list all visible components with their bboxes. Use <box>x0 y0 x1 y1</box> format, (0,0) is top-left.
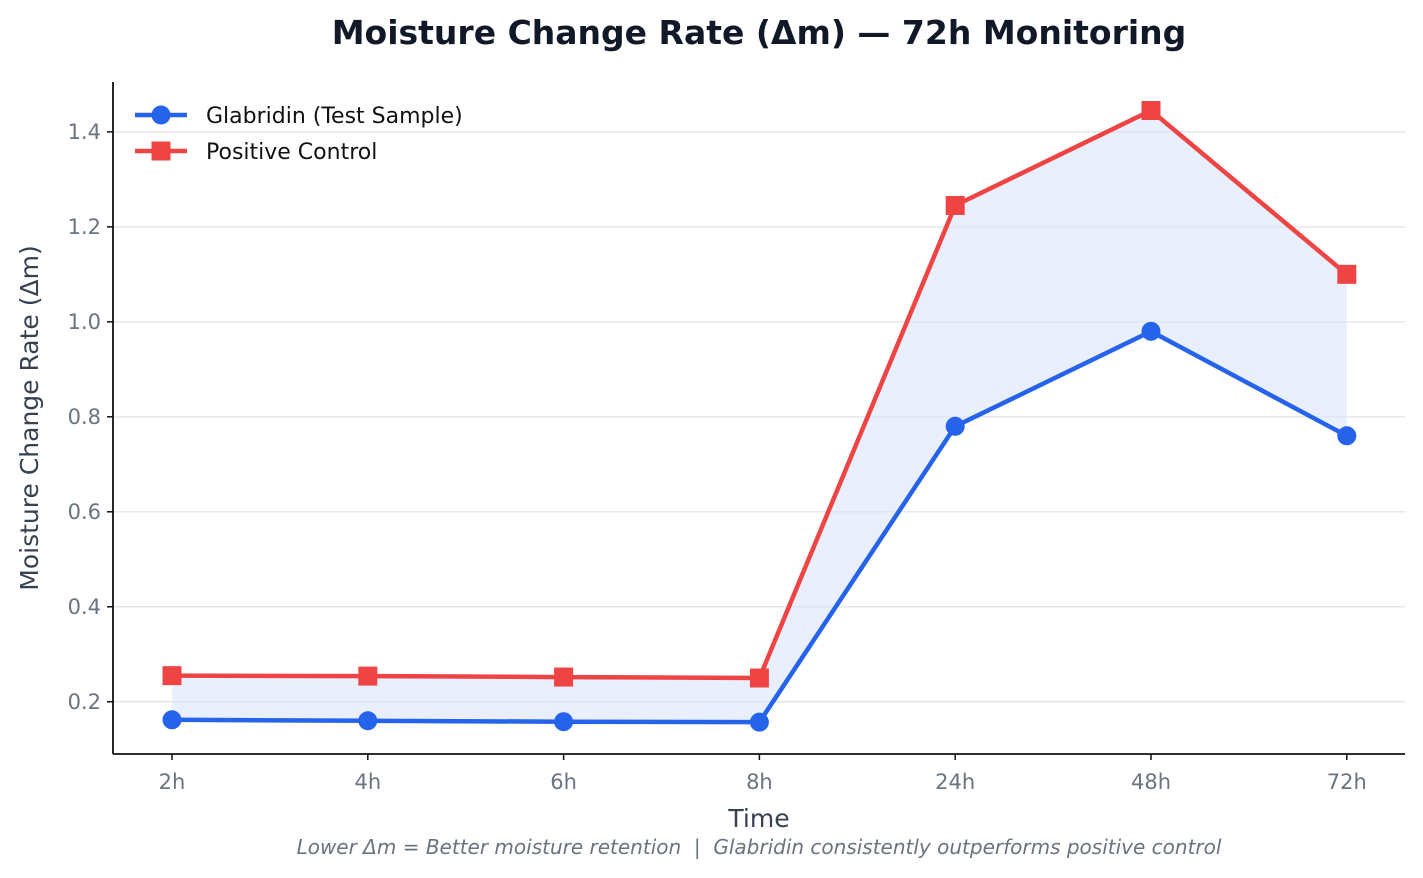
x-tick-label: 48h <box>1131 770 1171 794</box>
x-axis-label: Time <box>727 804 789 833</box>
chart-title: Moisture Change Rate (Δm) — 72h Monitori… <box>332 13 1187 52</box>
x-tick-labels: 2h 4h 6h 8h 24h 48h 72h <box>159 770 1367 794</box>
data-point <box>1337 426 1357 446</box>
legend-marker <box>151 105 171 125</box>
y-tick-label: 1.0 <box>68 310 101 334</box>
data-point <box>749 668 769 688</box>
x-tick-label: 8h <box>746 770 773 794</box>
y-axis-label: Moisture Change Rate (Δm) <box>15 245 44 590</box>
y-tick-labels: 0.2 0.4 0.6 0.8 1.0 1.2 1.4 <box>68 120 101 714</box>
x-tick-label: 4h <box>354 770 381 794</box>
series-group <box>162 100 1357 732</box>
legend-item: Glabridin (Test Sample) <box>135 104 463 129</box>
gridlines <box>113 131 1405 703</box>
data-point <box>358 711 378 731</box>
data-point <box>749 712 769 732</box>
y-tick-label: 1.4 <box>68 120 101 144</box>
data-point <box>554 667 574 687</box>
data-point <box>162 710 182 730</box>
x-tick-label: 72h <box>1327 770 1367 794</box>
axes <box>107 82 1405 760</box>
data-point <box>1141 321 1161 341</box>
legend-label: Glabridin (Test Sample) <box>206 104 463 129</box>
legend-item: Positive Control <box>135 140 377 165</box>
y-tick-label: 0.4 <box>68 595 101 619</box>
x-tick-label: 2h <box>159 770 186 794</box>
y-tick-label: 1.2 <box>68 215 101 239</box>
legend: Glabridin (Test Sample) Positive Control <box>135 104 463 165</box>
data-point <box>358 666 378 686</box>
shaded-area <box>172 110 1347 723</box>
data-point <box>554 712 574 732</box>
legend-label: Positive Control <box>206 140 377 165</box>
data-point <box>1337 264 1357 284</box>
data-point <box>1141 100 1161 120</box>
series-positive-control <box>162 100 1357 688</box>
chart-footnote: Lower Δm = Better moisture retention | G… <box>297 835 1222 859</box>
data-point <box>945 195 965 215</box>
y-tick-label: 0.6 <box>68 500 101 524</box>
series-glabridin <box>162 321 1357 732</box>
shaded-area-group <box>172 110 1347 723</box>
data-point <box>945 416 965 436</box>
x-tick-label: 24h <box>935 770 975 794</box>
data-point <box>162 666 182 686</box>
x-tick-label: 6h <box>550 770 577 794</box>
series-line <box>169 329 1350 725</box>
legend-marker <box>151 141 171 161</box>
y-tick-label: 0.8 <box>68 405 101 429</box>
y-tick-label: 0.2 <box>68 690 101 714</box>
